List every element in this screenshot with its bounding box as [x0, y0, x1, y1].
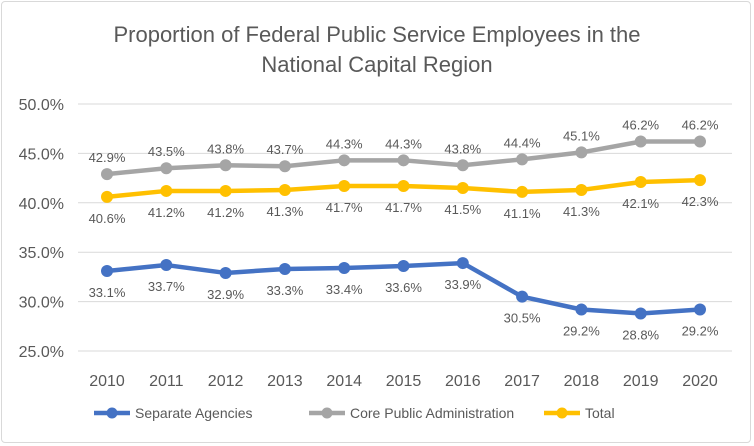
data-point: [338, 262, 351, 275]
legend-swatch-marker: [321, 407, 333, 419]
x-tick-label: 2013: [267, 373, 303, 390]
data-label: 41.2%: [207, 205, 244, 220]
data-label: 41.7%: [385, 200, 422, 215]
y-tick-label: 30.0%: [19, 295, 64, 312]
data-point: [516, 185, 529, 198]
data-point: [575, 303, 588, 316]
data-point: [160, 184, 173, 197]
legend-label: Separate Agencies: [135, 405, 253, 421]
data-label: 43.5%: [148, 144, 185, 159]
data-label: 46.2%: [682, 118, 719, 133]
data-label: 41.2%: [148, 205, 185, 220]
data-label: 41.5%: [444, 202, 481, 217]
data-point: [456, 257, 469, 270]
data-point: [160, 259, 173, 272]
data-label: 41.3%: [266, 204, 303, 219]
x-tick-label: 2017: [504, 373, 540, 390]
data-point: [278, 160, 291, 173]
chart-title-line-2: National Capital Region: [261, 52, 492, 77]
x-tick-label: 2016: [445, 373, 481, 390]
data-point: [456, 181, 469, 194]
data-point: [278, 183, 291, 196]
data-label: 33.7%: [148, 279, 185, 294]
data-point: [101, 264, 113, 277]
data-point: [575, 146, 588, 159]
data-label: 43.7%: [266, 142, 303, 157]
data-point: [575, 183, 588, 196]
x-tick-label: 2011: [149, 373, 184, 390]
data-point: [219, 266, 232, 279]
x-tick-label: 2012: [208, 373, 244, 390]
x-tick-label: 2015: [386, 373, 422, 390]
data-point: [397, 180, 410, 193]
legend-label: Core Public Administration: [350, 405, 514, 421]
data-label: 28.8%: [622, 327, 659, 342]
data-label: 41.3%: [563, 204, 600, 219]
data-label: 33.9%: [444, 277, 481, 292]
data-point: [694, 303, 706, 316]
data-point: [338, 154, 351, 167]
data-label: 44.3%: [326, 136, 363, 151]
data-label: 33.1%: [89, 285, 126, 300]
data-point: [160, 162, 173, 175]
data-label: 42.9%: [89, 150, 126, 165]
data-label: 33.3%: [266, 283, 303, 298]
data-label: 46.2%: [622, 118, 659, 133]
data-label: 41.7%: [326, 200, 363, 215]
data-point: [338, 180, 351, 193]
data-point: [634, 135, 647, 148]
data-point: [634, 307, 647, 320]
legend-swatch-marker: [106, 407, 118, 419]
data-point: [516, 290, 529, 303]
data-label: 29.2%: [563, 324, 600, 339]
data-label: 41.1%: [504, 206, 541, 221]
data-label: 29.2%: [682, 324, 719, 339]
data-label: 43.8%: [444, 141, 481, 156]
data-point: [397, 260, 410, 273]
data-label: 44.3%: [385, 136, 422, 151]
data-point: [456, 159, 469, 172]
data-label: 45.1%: [563, 128, 600, 143]
data-label: 33.4%: [326, 282, 363, 297]
data-label: 44.4%: [504, 135, 541, 150]
y-tick-label: 50.0%: [19, 97, 64, 114]
legend-swatch-marker: [556, 407, 568, 419]
y-tick-label: 25.0%: [19, 344, 64, 361]
data-label: 32.9%: [207, 287, 244, 302]
data-label: 43.8%: [207, 141, 244, 156]
y-tick-label: 40.0%: [19, 196, 64, 213]
y-tick-label: 45.0%: [19, 146, 64, 163]
y-tick-label: 35.0%: [19, 245, 64, 262]
x-tick-label: 2019: [623, 373, 659, 390]
data-label: 30.5%: [504, 311, 541, 326]
x-tick-label: 2020: [682, 373, 718, 390]
data-point: [694, 174, 706, 187]
data-label: 33.6%: [385, 280, 422, 295]
data-label: 40.6%: [89, 211, 126, 226]
data-point: [634, 176, 647, 189]
data-point: [219, 184, 232, 197]
x-tick-label: 2014: [326, 373, 362, 390]
data-point: [694, 135, 706, 148]
data-point: [397, 154, 410, 167]
x-tick-label: 2010: [89, 373, 125, 390]
x-tick-label: 2018: [564, 373, 600, 390]
data-point: [516, 153, 529, 166]
chart-title-line-1: Proportion of Federal Public Service Emp…: [113, 22, 640, 47]
data-point: [219, 159, 232, 172]
legend-label: Total: [585, 405, 615, 421]
data-point: [278, 262, 291, 275]
data-point: [101, 168, 113, 181]
data-label: 42.1%: [622, 196, 659, 211]
data-label: 42.3%: [682, 194, 719, 209]
data-point: [101, 190, 113, 203]
